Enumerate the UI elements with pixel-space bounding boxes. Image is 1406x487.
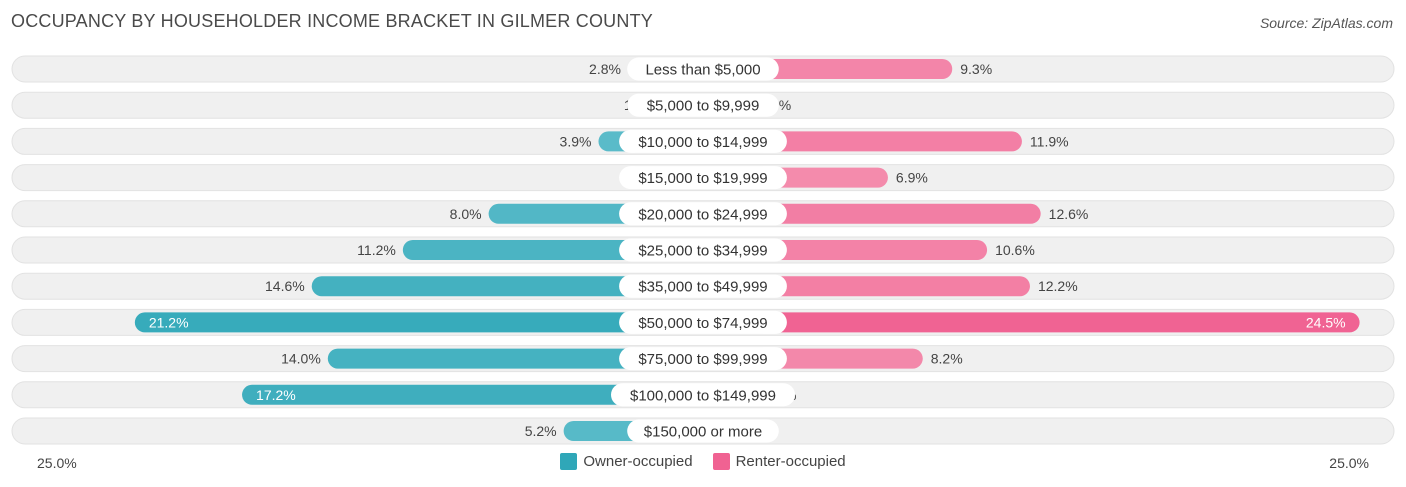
category-pill: [627, 93, 779, 117]
bar-row: 3.9% 11.9% $10,000 to $14,999: [11, 127, 1395, 155]
owner-value-label: 21.2%: [149, 314, 189, 330]
bar-row: 5.2%0.0%$150,000 or more: [11, 417, 1395, 445]
owner-value-label: 17.2%: [256, 387, 296, 403]
chart-source: Source: ZipAtlas.com: [1259, 15, 1393, 31]
bar-row: 11.2% 10.6% $25,000 to $34,999: [11, 236, 1395, 264]
category-label: Less than $5,000: [645, 62, 760, 79]
bar-row: 1.5%1.8%$5,000 to $9,999: [11, 91, 1395, 119]
category-pill: [611, 383, 795, 407]
legend-swatch-renter: [712, 453, 730, 470]
owner-value-label: 3.9%: [560, 133, 592, 149]
owner-bar: [311, 276, 713, 297]
legend-item-renter: Renter-occupied: [712, 453, 846, 470]
category-pill: [619, 310, 787, 334]
category-label: $20,000 to $24,999: [638, 206, 767, 223]
category-pill: [619, 238, 787, 262]
renter-value-label: 12.6%: [1049, 206, 1089, 222]
owner-bar: [327, 348, 713, 369]
category-label: $15,000 to $19,999: [638, 170, 767, 187]
legend: Owner-occupied Renter-occupied: [0, 453, 1406, 470]
owner-value-label: 14.6%: [265, 278, 305, 294]
owner-value-label: 8.0%: [450, 206, 482, 222]
renter-value-label: 24.5%: [1306, 314, 1346, 330]
owner-value-label: 2.8%: [589, 61, 621, 77]
bar-row: 2.8% 9.3% Less than $5,000: [11, 55, 1395, 83]
renter-value-label: 12.2%: [1038, 278, 1078, 294]
renter-value-label: 10.6%: [995, 242, 1035, 258]
category-label: $25,000 to $34,999: [638, 243, 767, 260]
category-label: $50,000 to $74,999: [638, 315, 767, 332]
owner-value-label: 5.2%: [525, 423, 557, 439]
category-pill: [619, 347, 787, 371]
category-pill: [619, 202, 787, 226]
legend-label-owner: Owner-occupied: [583, 453, 693, 470]
category-pill: [627, 419, 779, 443]
category-pill: [619, 166, 787, 190]
legend-label-renter: Renter-occupied: [735, 453, 846, 470]
legend-swatch-owner: [560, 453, 578, 470]
renter-value-label: 8.2%: [931, 351, 963, 367]
bar-row: 8.0% 12.6% $20,000 to $24,999: [11, 200, 1395, 228]
renter-value-label: 11.9%: [1030, 133, 1069, 149]
category-pill: [627, 57, 779, 81]
chart-title: OCCUPANCY BY HOUSEHOLDER INCOME BRACKET …: [11, 11, 653, 31]
category-label: $100,000 to $149,999: [630, 387, 776, 404]
category-label: $150,000 or more: [644, 424, 762, 441]
category-label: $75,000 to $99,999: [638, 351, 767, 368]
bar-row: 0.57%6.9%$15,000 to $19,999: [11, 164, 1395, 192]
category-label: $10,000 to $14,999: [638, 134, 767, 151]
owner-bar: [242, 384, 714, 405]
renter-value-label: 9.3%: [960, 61, 992, 77]
bar-row: 14.0% 8.2% $75,000 to $99,999: [11, 345, 1395, 373]
axis-label-left: 25.0%: [37, 455, 77, 471]
bar-row: 21.2% 24.5% $50,000 to $74,999: [11, 308, 1395, 336]
legend-item-owner: Owner-occupied: [560, 453, 693, 470]
owner-bar: [134, 312, 714, 333]
axis-label-right: 25.0%: [1329, 455, 1369, 471]
renter-value-label: 6.9%: [896, 170, 928, 186]
category-pill: [619, 274, 787, 298]
category-pill: [619, 129, 787, 153]
bar-row: 14.6% 12.2% $35,000 to $49,999: [11, 272, 1395, 300]
category-label: $5,000 to $9,999: [647, 98, 760, 115]
owner-value-label: 14.0%: [281, 351, 321, 367]
renter-bar: [693, 312, 1360, 333]
owner-value-label: 11.2%: [357, 242, 396, 258]
category-label: $35,000 to $49,999: [638, 279, 767, 296]
bar-row: 17.2%2.0%$100,000 to $149,999: [11, 381, 1395, 409]
